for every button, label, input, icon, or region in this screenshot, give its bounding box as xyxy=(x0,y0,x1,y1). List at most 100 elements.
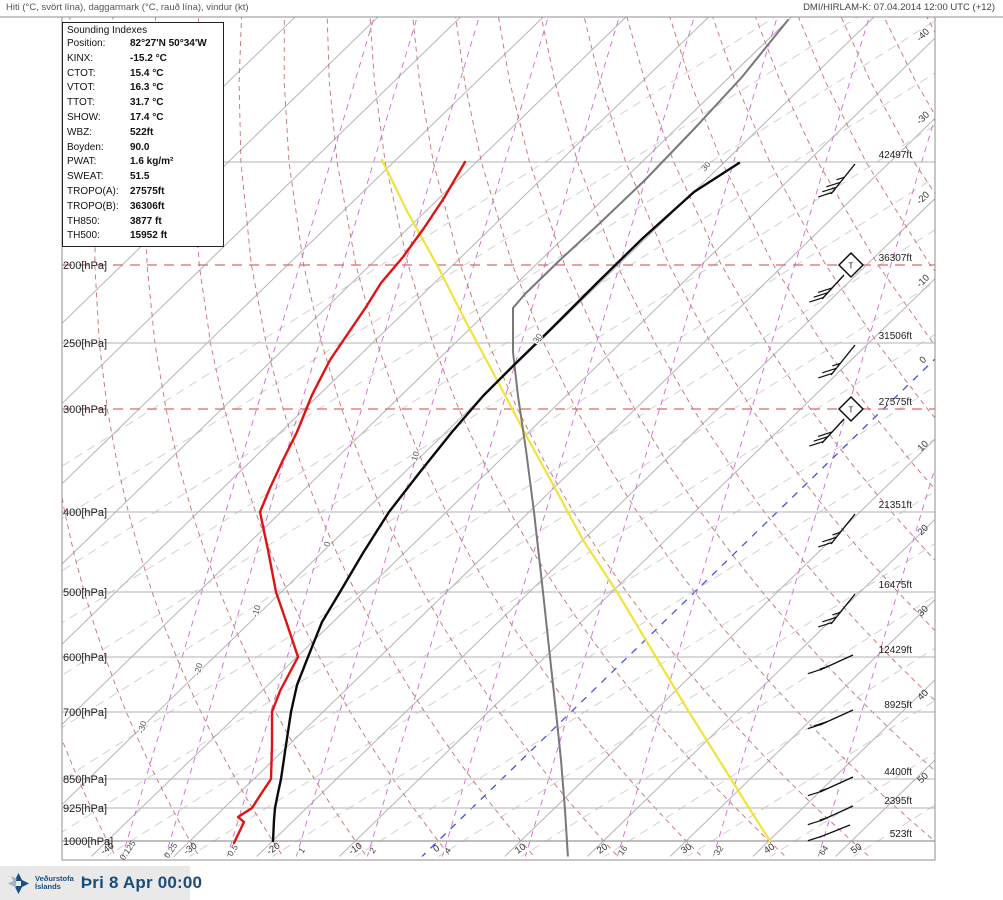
wind-barb-full-tick xyxy=(822,536,837,543)
dry-adiabat-line xyxy=(412,17,870,857)
temp-axis-bottom-label: 30 xyxy=(679,841,694,856)
wind-barb-half-tick xyxy=(819,665,828,670)
wind-barb-full-tick xyxy=(822,186,837,193)
wind-barb-full-tick xyxy=(822,367,837,374)
dry-adiabat-line xyxy=(798,17,935,272)
index-value: 36306ft xyxy=(130,200,165,212)
isotherm-line xyxy=(62,17,875,805)
org-name: Veðurstofa Íslands xyxy=(35,874,74,892)
dry-adiabat-line xyxy=(883,17,935,116)
index-label: VTOT: xyxy=(67,82,96,94)
temp-axis-bottom-label: -10 xyxy=(347,841,365,858)
mixing-ratio-label: 0.125 xyxy=(117,838,138,861)
wind-barb-half-tick xyxy=(819,787,828,792)
parcel-curve-yellow xyxy=(380,158,772,843)
pressure-axis-label: 1000[hPa] xyxy=(63,836,113,848)
dry-adiabat-line xyxy=(498,17,935,771)
wind-barb-full-tick xyxy=(817,431,833,438)
index-row: PWAT: 1.6 kg/m² xyxy=(63,155,223,170)
index-value: 82°27'N 50°34'W xyxy=(130,38,207,49)
index-label: TROPO(B): xyxy=(67,200,119,212)
wind-barb-full-tick xyxy=(807,835,823,842)
wind-barb-full-tick xyxy=(807,723,823,730)
logo-nw-accent xyxy=(11,875,17,882)
moist-adiabat-line xyxy=(354,491,935,857)
index-label: TROPO(A): xyxy=(67,185,119,197)
mixing-ratio-line xyxy=(121,17,375,857)
mixing-ratio-line xyxy=(164,17,418,857)
dry-adiabat-line xyxy=(192,17,452,857)
isotherm-line xyxy=(834,759,935,857)
altitude-label: 31506ft xyxy=(879,331,913,342)
adiabat-value-label: -20 xyxy=(192,662,205,677)
mixing-ratio-label: 1 xyxy=(296,845,307,855)
index-row: Boyden: 90.0 xyxy=(63,141,223,156)
index-row: TROPO(A): 27575ft xyxy=(63,185,223,200)
index-label: PWAT: xyxy=(67,156,97,168)
index-value: -15.2 °C xyxy=(130,52,167,64)
adiabat-value-label: 10 xyxy=(409,450,421,462)
temp-axis-right-label: 40 xyxy=(916,688,931,703)
dry-adiabat-line xyxy=(926,17,935,33)
zero-isotherm-line xyxy=(421,358,935,857)
valid-datetime: Þri 8 Apr 00:00 xyxy=(80,873,203,892)
index-value: 3877 ft xyxy=(130,215,162,227)
index-value: 15.4 °C xyxy=(130,67,164,79)
index-row: TH500: 15952 ft xyxy=(63,229,223,244)
indexes-title: Sounding Indexes xyxy=(67,25,148,36)
temp-axis-right-label: 10 xyxy=(916,439,931,454)
index-row: VTOT: 16.3 °C xyxy=(63,81,223,96)
isotherm-line xyxy=(669,599,935,857)
index-label: Position: xyxy=(67,38,106,49)
wind-barb-shaft xyxy=(830,513,856,545)
index-label: TH850: xyxy=(67,215,100,227)
index-label: SWEAT: xyxy=(67,171,104,183)
index-label: Boyden: xyxy=(67,141,104,153)
wind-barb-half-tick xyxy=(836,176,845,181)
model-run-label: DMI/HIRLAM-K: 07.04.2014 12:00 UTC (+12) xyxy=(803,2,995,13)
isotherm-line xyxy=(173,118,935,857)
index-value: 90.0 xyxy=(130,141,150,153)
wind-barb-full-tick xyxy=(818,621,833,628)
wind-barb-half-tick xyxy=(832,531,841,536)
temp-axis-bottom-label: 20 xyxy=(595,841,610,856)
wind-barb-half-tick xyxy=(832,611,841,616)
wind-barb-full-tick xyxy=(818,541,833,548)
moist-adiabat-line xyxy=(62,125,935,676)
altitude-label: 21351ft xyxy=(879,500,913,511)
dry-adiabat-line xyxy=(583,17,935,631)
index-row: KINX: -15.2 °C xyxy=(63,52,223,67)
index-label: CTOT: xyxy=(67,67,96,79)
wind-barb-full-tick xyxy=(817,287,833,294)
wind-layer: TT xyxy=(807,163,865,842)
adiabat-value-label: -10 xyxy=(250,604,263,619)
mixing-ratio-line xyxy=(295,17,549,857)
wind-barb-half-tick xyxy=(819,816,828,821)
isotherm-line xyxy=(62,17,709,645)
dry-adiabat-line xyxy=(326,17,703,857)
wind-barb-shaft xyxy=(830,593,856,625)
adiabat-value-label: -30 xyxy=(136,720,149,735)
index-row: TTOT: 31.7 °C xyxy=(63,96,223,111)
moist-adiabat-line xyxy=(520,595,935,857)
isotherm-line xyxy=(586,519,935,857)
moist-adiabat-line xyxy=(603,647,935,857)
mixing-ratio-label: 0.25 xyxy=(162,840,180,860)
dry-adiabat-line xyxy=(712,17,935,418)
adiabat-value-label: 0 xyxy=(322,540,333,548)
wind-barb-shaft xyxy=(819,824,851,838)
frame-layer xyxy=(0,16,1003,861)
index-row: Position: 82°27'N 50°34'W xyxy=(63,37,223,52)
mixing-ratio-line xyxy=(616,17,870,857)
wind-barb-full-tick xyxy=(807,668,823,675)
plot-frame xyxy=(61,16,936,861)
wind-barb-full-tick xyxy=(813,436,828,442)
isotherm-line xyxy=(255,198,935,857)
moist-adiabat-line xyxy=(934,17,1003,858)
index-label: SHOW: xyxy=(67,111,101,123)
pressure-axis-label: 500[hPa] xyxy=(63,587,107,599)
logo-east-arrow xyxy=(21,879,29,887)
index-value: 1.6 kg/m² xyxy=(130,156,174,168)
moist-adiabat-line xyxy=(62,17,859,519)
mixing-ratio-line xyxy=(441,17,695,857)
